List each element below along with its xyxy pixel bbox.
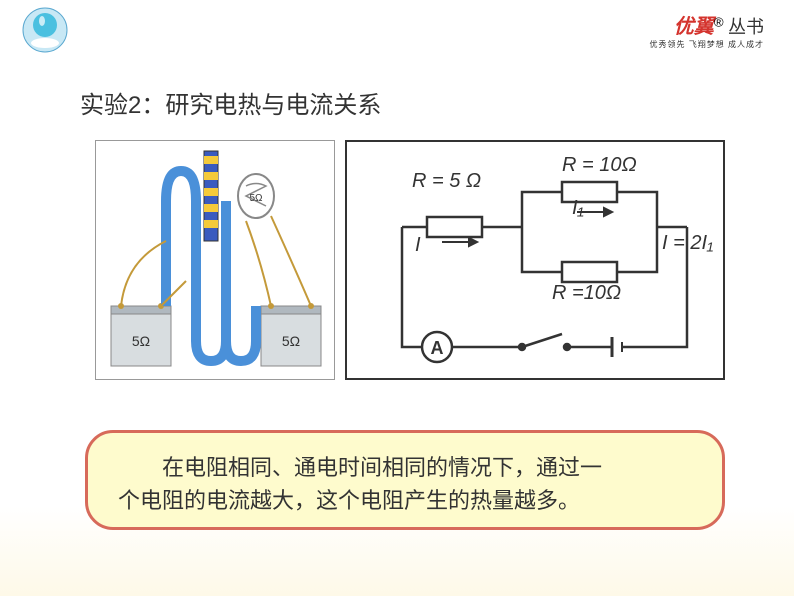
conclusion-line2: 个电阻的电流越大，这个电阻产生的热量越多。 [118,484,692,517]
left-box-label: 5Ω [132,333,150,349]
conclusion-line1: 在电阻相同、通电时间相同的情况下，通过一 [118,451,692,484]
series-text: 丛书 [728,17,764,37]
r2-label: R = 10Ω [562,154,637,177]
i-eq-label: I = 2I₁ [662,232,713,255]
circuit-diagram: A R = 5 Ω R = 10Ω R =10Ω I I₁ I = 2I₁ [345,140,725,380]
i-main-label: I [415,234,421,257]
r3-label: R =10Ω [552,282,621,305]
tagline-text: 优秀领先 飞翔梦想 成人成才 [650,39,764,50]
logo-right: 优翼® 丛书 优秀领先 飞翔梦想 成人成才 [650,10,764,50]
r1-label: R = 5 Ω [412,170,481,193]
coil-label: 5Ω [249,193,263,204]
ammeter-label: A [431,338,444,358]
experiment-title: 实验2：研究电热与电流关系 [80,85,381,120]
apparatus-diagram: 5Ω 5Ω 5Ω [95,140,335,380]
logo-left [20,5,70,55]
conclusion-box: 在电阻相同、通电时间相同的情况下，通过一 个电阻的电流越大，这个电阻产生的热量越… [85,430,725,530]
right-box-label: 5Ω [282,333,300,349]
brand-text: 优翼 [674,16,714,38]
i1-label: I₁ [572,197,584,220]
